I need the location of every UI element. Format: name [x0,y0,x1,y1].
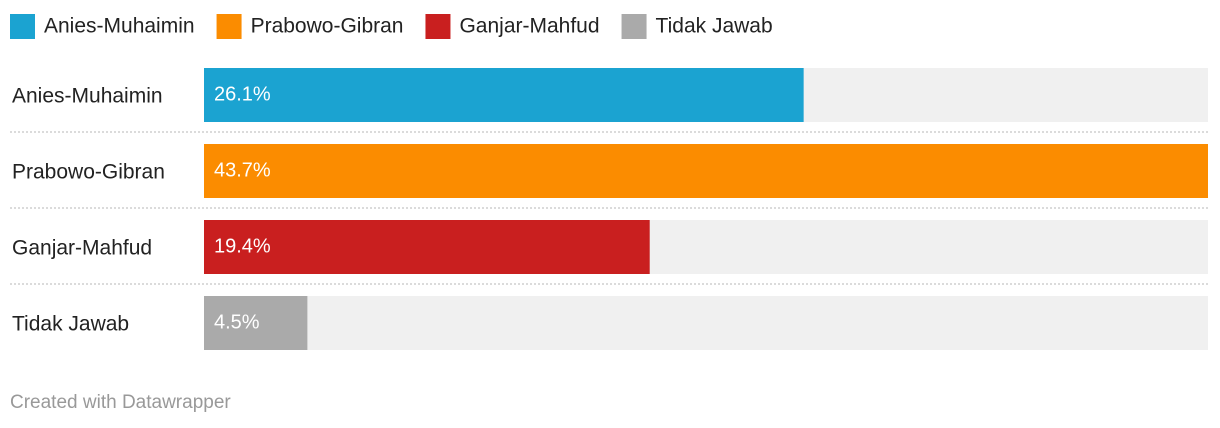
value-label: 19.4% [214,235,271,257]
bar [204,220,650,274]
bar-track [204,296,1208,350]
value-label: 43.7% [214,159,271,181]
bar [204,144,1208,198]
bar [204,296,308,350]
legend-label: Prabowo-Gibran [251,15,404,38]
credit: Created with Datawrapper [10,392,231,413]
category-label: Anies-Muhaimin [12,85,163,108]
legend-swatch [216,14,242,39]
legend-label: Anies-Muhaimin [44,15,195,38]
legend-swatch [425,14,451,39]
bar [204,68,804,122]
category-label: Tidak Jawab [12,313,129,336]
legend-label: Tidak Jawab [656,15,773,38]
value-label: 26.1% [214,83,271,105]
category-label: Prabowo-Gibran [12,161,165,184]
category-label: Ganjar-Mahfud [12,237,152,260]
value-label: 4.5% [214,311,260,333]
legend-label: Ganjar-Mahfud [459,15,599,38]
legend-swatch [10,14,35,39]
legend-swatch [621,14,647,39]
